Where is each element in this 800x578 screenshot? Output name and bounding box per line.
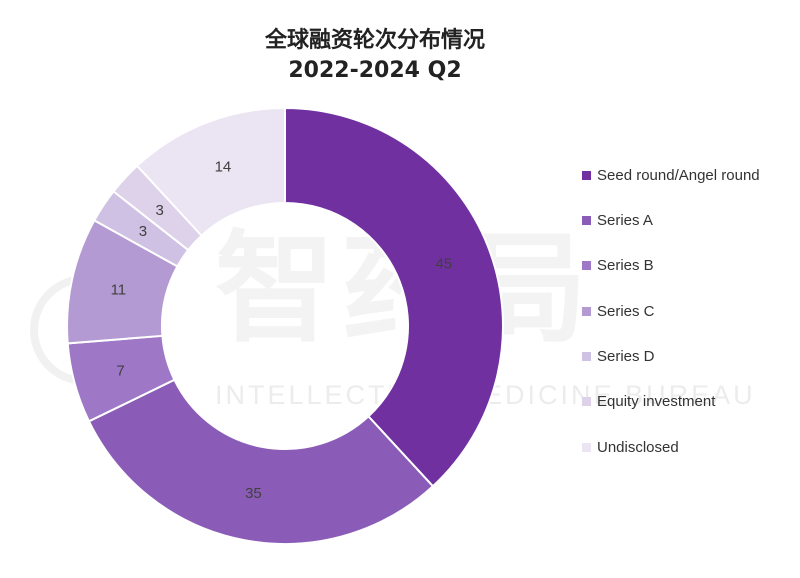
data-label-0: 45 — [435, 255, 452, 272]
legend-swatch — [582, 306, 591, 316]
chart-legend: Seed round/Angel round Series A Series B Se… — [582, 164, 760, 482]
legend-item: Equity investment — [582, 391, 760, 413]
data-label-3: 11 — [111, 281, 127, 298]
legend-label: Seed round/Angel round — [597, 166, 760, 184]
chart-title: 全球融资轮次分布情况 — [264, 28, 485, 53]
legend-swatch — [582, 261, 591, 271]
legend-item: Series C — [582, 300, 760, 322]
legend-label: Series B — [597, 257, 654, 275]
legend-label: Equity investment — [597, 393, 716, 411]
legend-swatch — [582, 397, 591, 407]
legend-item: Seed round/Angel round — [582, 164, 760, 186]
data-label-1: 35 — [245, 485, 262, 502]
legend-item: Series D — [582, 346, 760, 368]
legend-swatch — [582, 442, 591, 452]
legend-item: Undisclosed — [582, 436, 760, 458]
data-label-6: 14 — [215, 159, 232, 176]
legend-swatch — [582, 170, 591, 180]
legend-swatch — [582, 352, 591, 362]
chart-title-block: 全球融资轮次分布情况 2022-2024 Q2 — [0, 26, 750, 86]
donut-slice-6 — [135, 106, 286, 238]
legend-label: Undisclosed — [597, 438, 679, 456]
data-label-5: 3 — [156, 202, 164, 219]
data-label-2: 7 — [116, 362, 124, 379]
donut-slice-1 — [87, 378, 435, 545]
legend-label: Series C — [597, 302, 655, 320]
chart-subtitle: 2022-2024 Q2 — [288, 58, 462, 83]
legend-swatch — [582, 215, 591, 225]
legend-label: Series A — [597, 211, 653, 229]
legend-item: Series B — [582, 255, 760, 277]
legend-label: Series D — [597, 348, 655, 366]
legend-item: Series A — [582, 209, 760, 231]
donut-slice-0 — [284, 106, 504, 488]
data-label-4: 3 — [139, 223, 147, 240]
